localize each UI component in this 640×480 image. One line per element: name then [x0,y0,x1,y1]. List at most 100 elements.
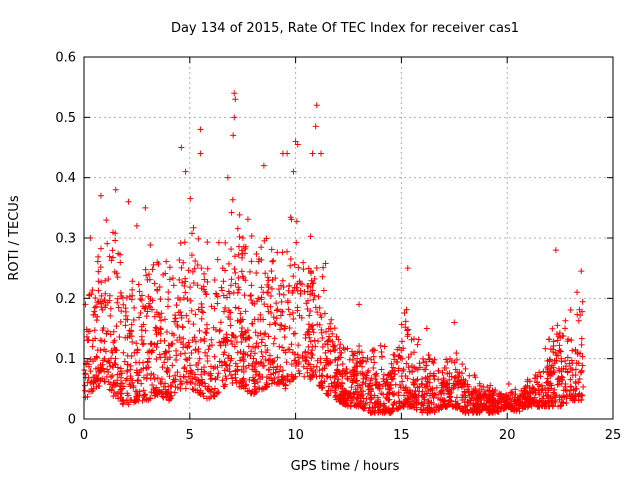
data-point [234,225,241,232]
data-point [479,403,486,410]
data-point [317,379,324,386]
data-point [173,302,180,309]
data-point [134,347,141,354]
data-point [556,347,563,354]
data-point [567,306,574,313]
chart-title: Day 134 of 2015, Rate Of TEC Index for r… [171,21,519,36]
data-point [270,364,277,371]
data-point [197,337,204,344]
data-point [258,386,265,393]
data-point [423,325,430,332]
data-point [473,390,480,397]
data-point [258,296,265,303]
data-point [450,403,457,410]
data-point [359,363,366,370]
data-point [248,292,255,299]
data-point [454,401,461,408]
data-point [102,348,109,355]
data-point [112,361,119,368]
data-point [266,366,273,373]
data-point [467,406,474,413]
data-point [329,330,336,337]
data-point [291,261,298,268]
data-point [108,257,115,264]
data-point [307,373,314,380]
data-point [364,354,371,361]
data-point [99,306,106,313]
data-point [228,276,235,283]
data-point [375,385,382,392]
data-point [352,386,359,393]
data-point [227,322,234,329]
data-point [87,368,94,375]
data-point [390,391,397,398]
data-point [117,374,124,381]
data-point [395,367,402,374]
data-point [222,239,229,246]
data-point [364,369,371,376]
data-point [572,346,579,353]
data-point [220,383,227,390]
data-point [198,300,205,307]
data-point [92,295,99,302]
data-point [577,312,584,319]
data-point [273,315,280,322]
data-point [264,274,271,281]
data-point [90,358,97,365]
data-point [446,394,453,401]
data-point [358,392,365,399]
data-point [128,353,135,360]
data-point [282,349,289,356]
data-point [291,330,298,337]
data-point [181,374,188,381]
data-point [562,383,569,390]
data-point [122,312,129,319]
data-point [406,390,413,397]
data-point [353,396,360,403]
data-point [451,319,458,326]
data-point [529,398,536,405]
data-point [285,306,292,313]
data-point [157,337,164,344]
data-point [231,343,238,350]
data-point [95,268,102,275]
data-point [102,290,109,297]
data-point [188,307,195,314]
data-point [172,372,179,379]
data-point [129,286,136,293]
data-point [419,388,426,395]
data-point [247,293,254,300]
data-point [480,392,487,399]
data-point [253,270,260,277]
data-point [221,308,228,315]
data-point [196,327,203,334]
data-point [473,409,480,416]
data-point [261,331,268,338]
data-point [187,379,194,386]
data-point [305,321,312,328]
data-point [258,244,265,251]
data-point [227,309,234,316]
data-point [327,337,334,344]
data-point [149,382,156,389]
data-point [84,379,91,386]
data-point [127,373,134,380]
data-point [349,357,356,364]
data-point [251,350,258,357]
data-point [274,363,281,370]
data-point [385,371,392,378]
data-point [544,363,551,370]
data-point [106,297,113,304]
data-point [169,330,176,337]
data-point [343,388,350,395]
data-point [251,364,258,371]
data-point [134,378,141,385]
data-point [431,409,438,416]
data-point [359,370,366,377]
data-point [267,361,274,368]
data-point [545,395,552,402]
data-point [501,402,508,409]
data-point [311,337,318,344]
data-point [223,375,230,382]
data-point [323,328,330,335]
